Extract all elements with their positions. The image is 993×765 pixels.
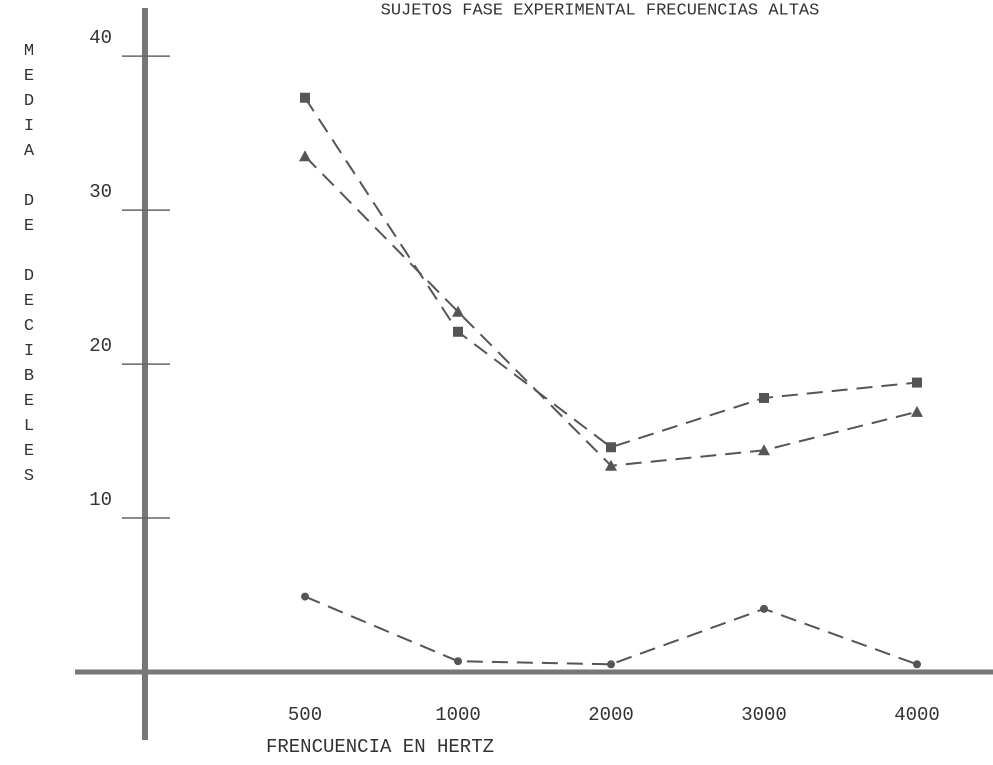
marker bbox=[300, 92, 310, 103]
marker bbox=[911, 405, 923, 417]
marker bbox=[606, 442, 616, 453]
y-tick-label: 40 bbox=[89, 27, 112, 49]
marker bbox=[452, 305, 464, 317]
series-line bbox=[304, 97, 918, 449]
y-tick-label: 20 bbox=[89, 335, 112, 357]
marker bbox=[759, 392, 769, 403]
x-tick-label: 2000 bbox=[588, 704, 634, 726]
y-tick-label: 30 bbox=[89, 181, 112, 203]
marker bbox=[301, 592, 309, 601]
marker bbox=[605, 459, 617, 471]
series-line bbox=[304, 155, 918, 467]
marker bbox=[453, 326, 463, 337]
y-tick-label: 10 bbox=[89, 489, 112, 511]
x-tick-label: 4000 bbox=[894, 704, 940, 726]
y-axis-label: MEDIA DE DECIBELES bbox=[20, 42, 39, 492]
chart-title: SUJETOS FASE EXPERIMENTAL FRECUENCIAS AL… bbox=[381, 1, 820, 20]
marker bbox=[758, 444, 770, 456]
x-tick-label: 1000 bbox=[435, 704, 481, 726]
series-line bbox=[304, 595, 918, 666]
x-tick-label: 3000 bbox=[741, 704, 787, 726]
marker bbox=[913, 660, 921, 669]
marker bbox=[912, 377, 922, 388]
marker bbox=[454, 657, 462, 666]
x-axis-label: FRENCUENCIA EN HERTZ bbox=[266, 736, 494, 758]
x-tick-label: 500 bbox=[288, 704, 322, 726]
marker bbox=[760, 604, 768, 613]
marker bbox=[299, 150, 311, 162]
marker bbox=[607, 660, 615, 669]
